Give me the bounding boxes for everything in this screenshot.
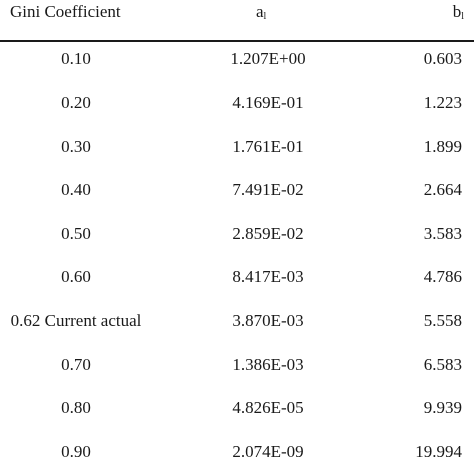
cell-a: 4.169E-01 bbox=[232, 93, 304, 112]
cell-a: 1.386E-03 bbox=[232, 355, 304, 374]
cell-gini: 0.50 bbox=[61, 224, 91, 243]
table-row: 0.30 1.761E-01 1.899 bbox=[0, 137, 474, 161]
cell-a: 8.417E-03 bbox=[232, 267, 304, 286]
cell-gini: 0.10 bbox=[61, 49, 91, 68]
cell-a: 3.870E-03 bbox=[232, 311, 304, 330]
cell-b: 19.994 bbox=[415, 442, 462, 461]
cell-gini: 0.40 bbox=[61, 180, 91, 199]
cell-gini: 0.90 bbox=[61, 442, 91, 461]
cell-b: 2.664 bbox=[423, 180, 462, 199]
cell-gini: 0.62 Current actual bbox=[10, 311, 142, 330]
table-row: 0.70 1.386E-03 6.583 bbox=[0, 355, 474, 379]
cell-gini: 0.30 bbox=[61, 137, 91, 156]
cell-b: 5.558 bbox=[423, 311, 462, 330]
cell-b: 9.939 bbox=[423, 398, 462, 417]
cell-b: 1.223 bbox=[423, 93, 462, 112]
header-b-subscript: l bbox=[461, 11, 464, 22]
cell-a: 2.074E-09 bbox=[232, 442, 304, 461]
cell-b: 3.583 bbox=[423, 224, 462, 243]
cell-a: 1.207E+00 bbox=[230, 49, 306, 68]
cell-gini: 0.60 bbox=[61, 267, 91, 286]
cell-gini: 0.80 bbox=[61, 398, 91, 417]
table-row: 0.60 8.417E-03 4.786 bbox=[0, 267, 474, 291]
cell-b: 1.899 bbox=[423, 137, 462, 156]
table-row: 0.90 2.074E-09 19.994 bbox=[0, 442, 474, 466]
header-gini-coefficient: Gini Coefficient bbox=[10, 2, 121, 21]
header-b-base: b bbox=[452, 2, 462, 21]
cell-a: 7.491E-02 bbox=[232, 180, 304, 199]
header-a-base: a bbox=[256, 2, 264, 21]
table-row: 0.20 4.169E-01 1.223 bbox=[0, 93, 474, 117]
table-row: 0.62 Current actual 3.870E-03 5.558 bbox=[0, 311, 474, 335]
table-row: 0.80 4.826E-05 9.939 bbox=[0, 398, 474, 422]
cell-a: 4.826E-05 bbox=[232, 398, 304, 417]
cell-a: 1.761E-01 bbox=[232, 137, 304, 156]
table-row: 0.40 7.491E-02 2.664 bbox=[0, 180, 474, 204]
cell-b: 4.786 bbox=[423, 267, 462, 286]
table-row: 0.10 1.207E+00 0.603 bbox=[0, 49, 474, 73]
cell-gini: 0.70 bbox=[61, 355, 91, 374]
cell-b: 0.603 bbox=[423, 49, 462, 68]
cell-gini: 0.20 bbox=[61, 93, 91, 112]
header-rule bbox=[0, 40, 474, 42]
header-a-l: al bbox=[256, 2, 266, 27]
header-b-l: bl bbox=[453, 2, 464, 27]
table-row: 0.50 2.859E-02 3.583 bbox=[0, 224, 474, 248]
cell-a: 2.859E-02 bbox=[232, 224, 304, 243]
table-header: Gini Coefficient al bl bbox=[0, 0, 474, 30]
cell-b: 6.583 bbox=[423, 355, 462, 374]
header-a-subscript: l bbox=[263, 11, 267, 22]
